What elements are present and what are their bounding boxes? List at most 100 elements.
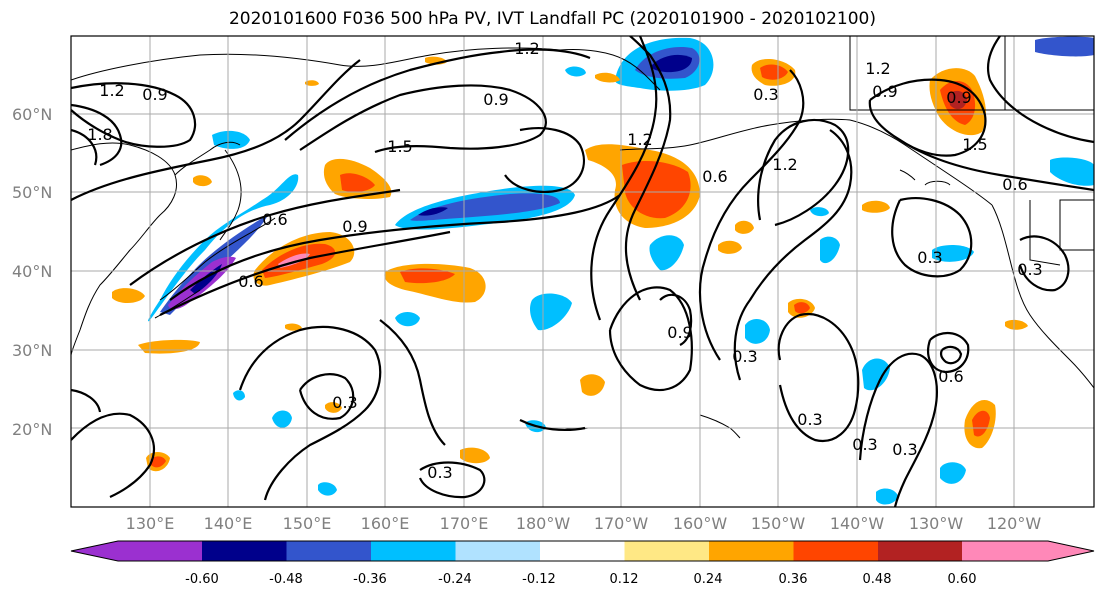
negative-patch-13 <box>565 66 586 77</box>
contour-label: 0.3 <box>427 463 452 482</box>
contour-label: 0.3 <box>1017 260 1042 279</box>
contour-label: 1.5 <box>387 137 412 156</box>
colorbar-tick-label: -0.48 <box>269 572 303 587</box>
lon-label: 130°W <box>908 514 964 533</box>
contour-label: 0.3 <box>797 410 822 429</box>
positive-anomaly-alaska-inner <box>948 90 967 110</box>
colorbar-tick-label: -0.12 <box>522 572 556 587</box>
lon-label: 150°E <box>282 514 332 533</box>
negative-anomaly-central-mid <box>410 193 560 221</box>
contour-label: 0.6 <box>238 272 263 291</box>
contour-label: 1.2 <box>772 155 797 174</box>
colorbar-tick-label: -0.36 <box>353 572 387 587</box>
contour-label: 0.3 <box>852 435 877 454</box>
negative-patch-1 <box>649 235 684 271</box>
negative-anomaly-bering-core <box>651 54 692 73</box>
contour-label: 0.9 <box>483 90 508 109</box>
contour-label: 0.9 <box>872 82 897 101</box>
lon-label: 140°W <box>829 514 885 533</box>
positive-patch-11 <box>193 175 212 187</box>
negative-patch-7 <box>932 244 974 262</box>
contour-label: 1.2 <box>99 81 124 100</box>
contour-label: 0.6 <box>262 210 287 229</box>
colorbar-tick-label: 0.60 <box>947 572 977 587</box>
contour-label: 1.5 <box>962 135 987 154</box>
contour-label: 0.3 <box>732 347 757 366</box>
map-frame <box>70 35 1095 508</box>
map-title: 2020101600 F036 500 hPa PV, IVT Landfall… <box>228 9 876 29</box>
contour-label: 1.2 <box>627 130 652 149</box>
positive-patch-10 <box>1005 319 1028 330</box>
lon-label: 160°W <box>672 514 728 533</box>
positive-patch-13 <box>285 323 302 331</box>
positive-anomaly-150w-core <box>760 64 788 80</box>
negative-anomaly-topright <box>1035 36 1094 57</box>
contour-label: 0.6 <box>1002 175 1027 194</box>
lat-label: 40°N <box>12 262 53 281</box>
lon-label: 140°E <box>203 514 253 533</box>
colorbar-segment <box>455 541 541 561</box>
negative-patch-2 <box>530 293 572 331</box>
colorbar-segment <box>71 541 202 561</box>
positive-anomaly-hawaii-east-core <box>972 410 990 437</box>
negative-patch-16 <box>233 390 245 401</box>
contour-label: 0.3 <box>332 393 357 412</box>
colorbar-segment <box>371 541 456 561</box>
ivt-contours <box>71 36 1094 507</box>
negative-patch-11 <box>876 488 898 505</box>
pv-shading <box>112 36 1094 505</box>
negative-patch-4 <box>272 410 292 428</box>
colorbar-tick-label: -0.60 <box>185 572 219 587</box>
colorbar-segment <box>709 541 794 561</box>
negative-patch-12 <box>318 482 337 496</box>
lon-label: 130°E <box>125 514 175 533</box>
coastlines <box>71 36 1094 439</box>
contour-label: 0.9 <box>667 323 692 342</box>
contour-label: 0.3 <box>892 440 917 459</box>
positive-patch-12 <box>325 402 342 413</box>
positive-patch-3-core <box>150 456 166 468</box>
contour-label: 0.6 <box>938 367 963 386</box>
contour-label: 1.2 <box>865 59 890 78</box>
colorbar-segment <box>286 541 372 561</box>
colorbar-tick-label: 0.12 <box>609 572 639 587</box>
lon-label: 120°W <box>986 514 1042 533</box>
contour-labels: 1.2 0.9 1.2 1.8 1.5 0.9 1.2 0.3 1.2 0.9 0.9 1.5 0.6 0… <box>87 39 1042 482</box>
positive-patch-6-core <box>794 302 810 314</box>
colorbar-segment <box>962 541 1094 561</box>
contour-label: 0.9 <box>142 85 167 104</box>
contour-label: 0.9 <box>342 217 367 236</box>
colorbar <box>70 540 1095 562</box>
positive-patch-9 <box>735 220 754 234</box>
lon-label: 170°W <box>593 514 649 533</box>
negative-anomaly-japan-outer <box>148 174 299 322</box>
contour-label: 1.8 <box>87 125 112 144</box>
positive-patch-8 <box>718 240 742 254</box>
positive-patch-4 <box>580 374 605 396</box>
colorbar-segment <box>878 541 963 561</box>
colorbar-tick-label: 0.36 <box>778 572 808 587</box>
colorbar-segment <box>202 541 287 561</box>
contour-label: 0.3 <box>917 248 942 267</box>
colorbar-segment <box>793 541 879 561</box>
lat-label: 30°N <box>12 341 53 360</box>
positive-anomaly-175e-core <box>400 268 455 284</box>
negative-anomaly-kamchatka <box>212 130 250 149</box>
lon-label: 150°W <box>750 514 806 533</box>
positive-patch-14 <box>595 72 620 83</box>
negative-patch-8 <box>1050 157 1094 186</box>
lon-label: 180°W <box>515 514 571 533</box>
colorbar-segment <box>540 541 625 561</box>
lon-label: 170°E <box>439 514 489 533</box>
negative-patch-6 <box>862 358 890 391</box>
contour-label: 1.2 <box>514 39 539 58</box>
positive-patch-7 <box>862 200 890 213</box>
positive-patch-5 <box>460 447 490 464</box>
positive-patch-15 <box>305 80 319 86</box>
colorbar-outline <box>70 540 1095 562</box>
contour-label: 0.9 <box>946 88 971 107</box>
negative-patch-9 <box>940 462 966 484</box>
negative-anomaly-central-core <box>418 207 448 216</box>
lat-label: 50°N <box>12 183 53 202</box>
lat-label: 20°N <box>12 420 53 439</box>
